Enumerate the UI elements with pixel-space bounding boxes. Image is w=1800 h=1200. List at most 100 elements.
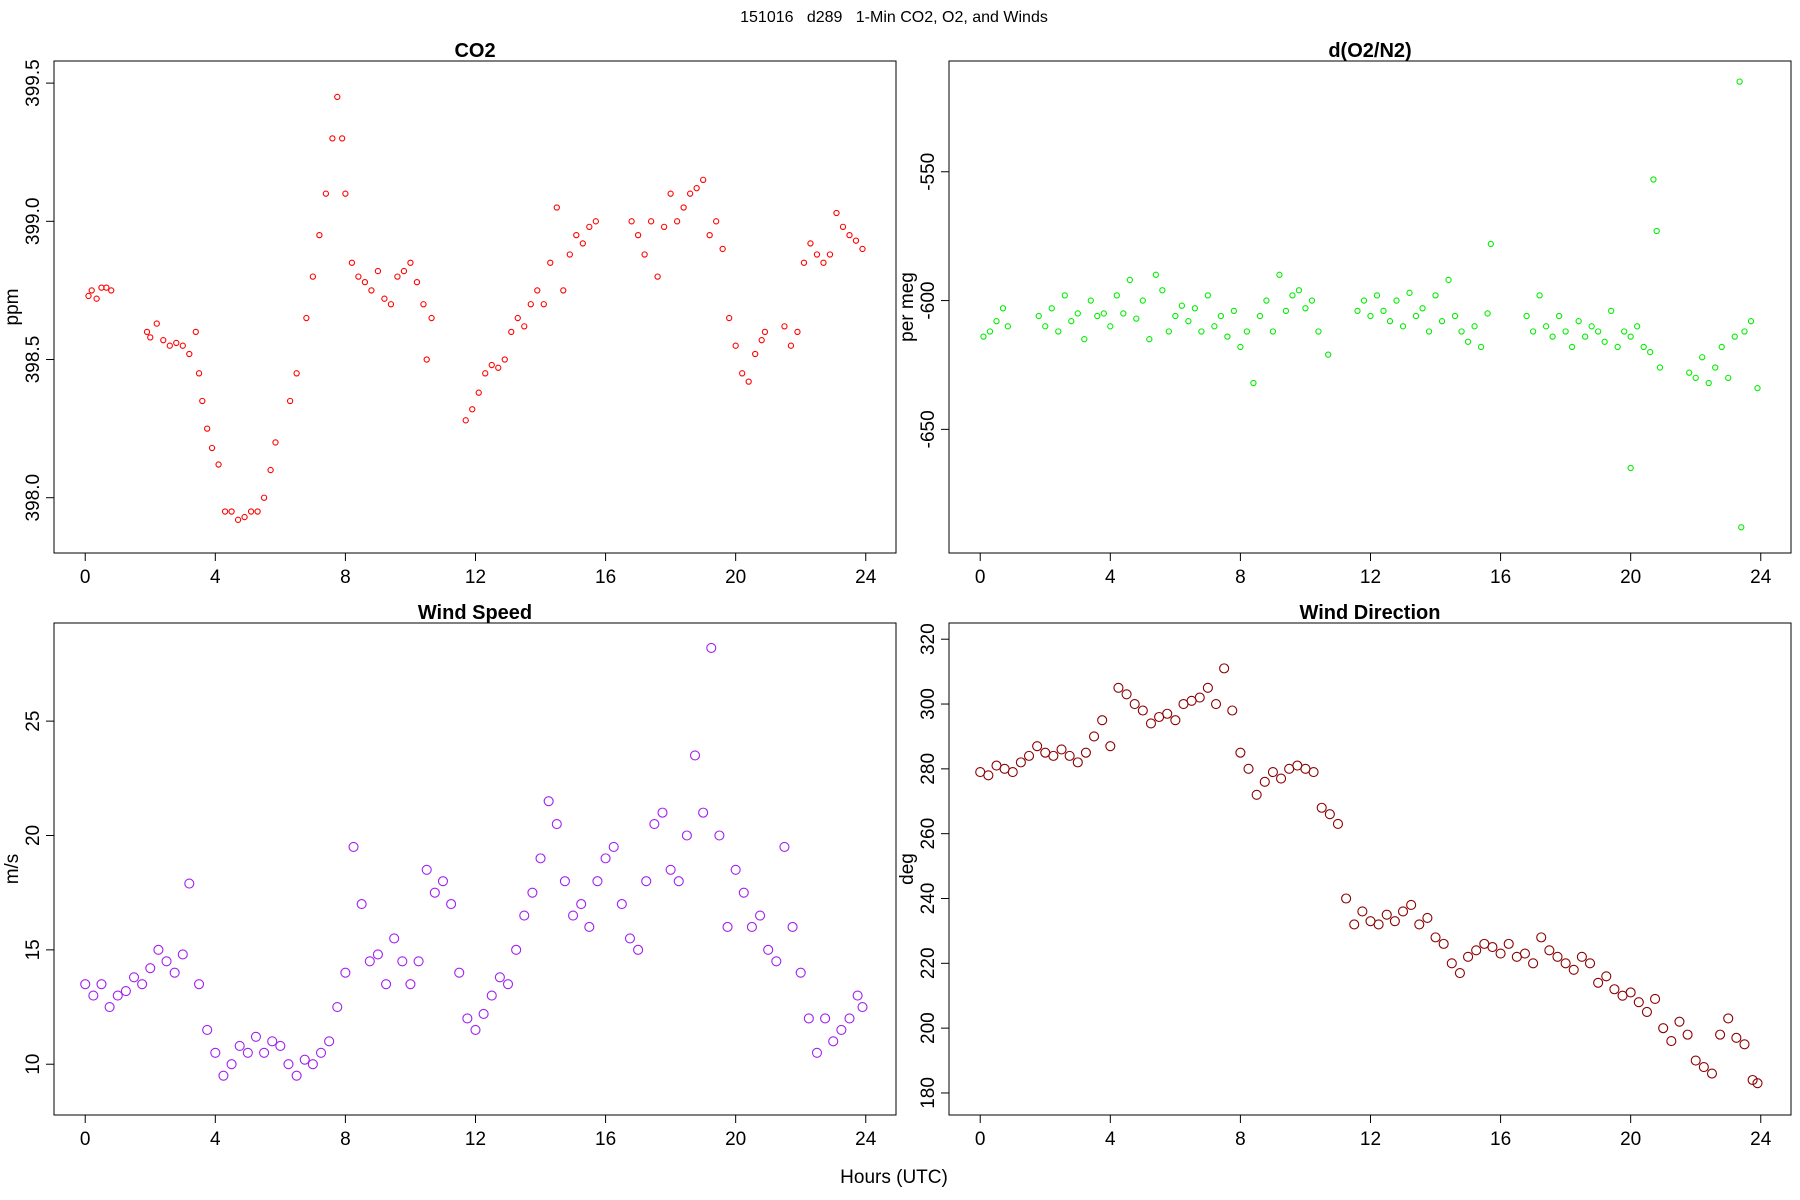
data-point bbox=[1235, 747, 1246, 758]
data-point bbox=[1165, 328, 1173, 335]
data-point bbox=[104, 1001, 115, 1013]
data-point bbox=[226, 1059, 237, 1070]
data-point bbox=[1529, 328, 1537, 335]
data-point bbox=[420, 301, 427, 308]
data-point bbox=[329, 135, 336, 142]
data-point bbox=[755, 910, 766, 921]
data-point bbox=[1399, 323, 1407, 330]
data-point bbox=[247, 508, 255, 515]
data-point bbox=[454, 967, 465, 978]
data-point bbox=[1536, 292, 1543, 299]
x-tick-label: 4 bbox=[210, 1129, 221, 1150]
data-point bbox=[758, 337, 765, 344]
data-point bbox=[204, 425, 211, 432]
data-point bbox=[88, 990, 99, 1001]
data-point bbox=[437, 876, 449, 887]
data-point bbox=[719, 245, 726, 253]
data-point bbox=[112, 990, 123, 1001]
data-point bbox=[839, 223, 847, 230]
data-point bbox=[488, 361, 495, 369]
data-point bbox=[787, 921, 798, 933]
data-point bbox=[559, 876, 570, 887]
data-point bbox=[1549, 333, 1556, 340]
data-point bbox=[228, 508, 235, 515]
data-point bbox=[1373, 919, 1384, 930]
y-tick-label: 280 bbox=[918, 753, 939, 785]
data-point bbox=[322, 190, 330, 197]
data-point bbox=[1601, 971, 1612, 982]
data-point bbox=[641, 876, 652, 887]
y-axis-label: m/s bbox=[2, 854, 23, 885]
data-point bbox=[1035, 312, 1042, 320]
data-point bbox=[1487, 240, 1494, 248]
y-tick-label: 200 bbox=[918, 1012, 939, 1044]
data-point bbox=[462, 1013, 473, 1024]
data-point bbox=[397, 956, 408, 967]
page-title: 151016 d289 1-Min CO2, O2, and Winds bbox=[740, 9, 1048, 26]
data-point bbox=[641, 251, 648, 258]
data-point bbox=[779, 841, 790, 852]
data-point bbox=[543, 796, 554, 807]
data-point bbox=[1042, 323, 1049, 330]
data-point bbox=[673, 218, 681, 225]
x-tick-label: 4 bbox=[210, 567, 221, 588]
data-point bbox=[1523, 312, 1530, 320]
data-point bbox=[553, 204, 560, 211]
x-tick-label: 24 bbox=[855, 567, 877, 588]
data-point bbox=[1601, 338, 1608, 345]
data-point bbox=[348, 841, 359, 852]
data-point bbox=[309, 273, 317, 280]
data-point bbox=[428, 314, 435, 322]
data-point bbox=[1302, 305, 1309, 312]
data-point bbox=[429, 887, 440, 898]
data-point bbox=[551, 819, 562, 830]
data-point bbox=[348, 259, 356, 266]
data-point bbox=[1451, 312, 1459, 320]
data-point bbox=[1282, 307, 1290, 315]
data-point bbox=[689, 750, 701, 761]
x-tick-label: 4 bbox=[1105, 1129, 1116, 1150]
data-point bbox=[746, 921, 757, 933]
data-point bbox=[260, 494, 268, 501]
data-point bbox=[1640, 343, 1647, 351]
data-point bbox=[494, 972, 505, 983]
data-point bbox=[1081, 336, 1088, 343]
data-point bbox=[794, 328, 801, 336]
data-point bbox=[1690, 1055, 1701, 1066]
data-point bbox=[1211, 323, 1218, 330]
x-tick-label: 4 bbox=[1105, 567, 1116, 588]
data-point bbox=[1121, 689, 1132, 700]
data-point bbox=[836, 1024, 847, 1035]
data-point bbox=[852, 237, 860, 244]
plot-frame bbox=[53, 60, 897, 554]
data-point bbox=[1145, 718, 1157, 729]
data-point bbox=[999, 305, 1007, 312]
y-tick-label: 15 bbox=[23, 939, 44, 960]
data-point bbox=[803, 1013, 814, 1024]
data-point bbox=[535, 853, 546, 864]
data-point bbox=[624, 933, 636, 944]
data-point bbox=[1650, 993, 1661, 1005]
data-point bbox=[993, 318, 1000, 325]
data-point bbox=[421, 864, 432, 875]
data-point bbox=[693, 184, 700, 192]
data-point bbox=[1072, 757, 1083, 768]
data-point bbox=[1682, 1029, 1693, 1040]
data-point bbox=[85, 292, 92, 300]
x-tick-label: 16 bbox=[1490, 1129, 1511, 1150]
data-point bbox=[267, 1036, 278, 1047]
data-point bbox=[1354, 307, 1361, 315]
data-point bbox=[807, 240, 814, 247]
data-point bbox=[566, 251, 573, 258]
data-point bbox=[844, 1013, 855, 1024]
data-point bbox=[1641, 1006, 1652, 1017]
x-tick-label: 0 bbox=[80, 567, 91, 588]
data-point bbox=[1723, 1013, 1734, 1024]
data-point bbox=[1269, 328, 1277, 335]
data-point bbox=[800, 259, 808, 266]
data-point bbox=[184, 878, 195, 889]
data-point bbox=[1048, 750, 1059, 761]
data-point bbox=[986, 328, 994, 335]
data-point bbox=[634, 231, 642, 239]
data-point bbox=[1406, 899, 1417, 911]
